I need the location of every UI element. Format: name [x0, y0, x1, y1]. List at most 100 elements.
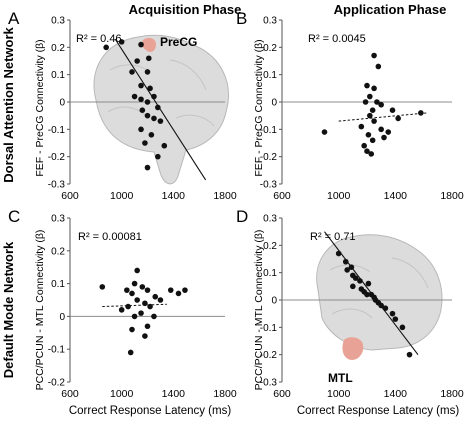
y-tick-label-a-6: 0.3: [51, 16, 65, 27]
brain-image-a: [93, 34, 229, 185]
data-point-b-21: [364, 148, 370, 154]
r2-label-a: R² = 0.46: [76, 33, 122, 45]
r2-label-b: R² = 0.0045: [308, 33, 366, 45]
panel-a-trendline-group: [114, 38, 207, 181]
y-tick-label-a-2: -0.1: [48, 125, 66, 136]
data-point-d-5: [357, 278, 363, 284]
x-tick-label-c-1: 1000: [110, 388, 134, 400]
data-point-a-13: [155, 104, 161, 111]
x-tick-label-c-0: 600: [61, 388, 79, 400]
data-point-c-18: [151, 313, 157, 320]
trendline-b: [338, 112, 427, 122]
y-tick-label-a-4: 0.1: [51, 70, 65, 81]
data-point-b-0: [371, 52, 377, 59]
data-point-b-7: [378, 101, 384, 108]
data-point-c-5: [144, 287, 151, 293]
panel-c-axes: [69, 218, 225, 382]
y-tick-label-b-5: 0.2: [263, 43, 277, 54]
trendline-a: [114, 38, 207, 181]
ylabel-b: FEF - PreCG Connectivity (β): [253, 39, 265, 176]
panel-letter-d: D: [236, 207, 248, 226]
x-tick-label-a-3: 1800: [213, 190, 237, 202]
data-point-d-20: [365, 280, 372, 287]
mtl-region: [342, 337, 364, 360]
data-point-c-4: [124, 287, 130, 293]
y-tick-label-c-0: -0.2: [48, 378, 66, 389]
brain-silhouette-a: [93, 34, 229, 185]
y-tick-label-b-1: -0.2: [260, 152, 278, 163]
panel-letter-c: C: [8, 207, 20, 226]
data-point-d-2: [344, 267, 350, 273]
data-point-a-10: [151, 93, 157, 100]
data-point-d-6: [350, 283, 356, 290]
data-point-a-23: [145, 55, 152, 62]
data-point-a-15: [151, 115, 157, 122]
data-point-b-13: [371, 118, 377, 124]
data-point-a-1: [118, 39, 125, 45]
xlabel-right: Correct Response Latency (ms): [297, 405, 460, 417]
panel-a-points: [103, 39, 168, 171]
ylabel-d: PCC/PCUN - MTL Connectivity (β): [253, 230, 265, 391]
x-tick-label-b-1: 1000: [327, 190, 351, 202]
data-point-b-10: [367, 112, 373, 119]
panel-b-ticks: -0.3 -0.2 -0.1 0 0.1 0.2 0.3 600 1000 1400 1800: [260, 16, 464, 203]
data-point-c-3: [99, 284, 106, 290]
panel-a-ticks: -0.3 -0.2 -0.1 0 0.1 0.2 0.3 600 1000 1400 1800: [48, 16, 237, 203]
data-point-a-19: [142, 140, 148, 146]
y-tick-label-a-0: -0.3: [48, 180, 66, 191]
y-tick-label-d-0: -0.3: [260, 378, 278, 389]
x-tick-label-d-3: 1800: [440, 388, 464, 400]
y-tick-label-b-6: 0.3: [263, 16, 277, 27]
data-point-b-23: [385, 129, 392, 135]
data-point-b-3: [371, 85, 377, 92]
data-point-b-14: [358, 123, 365, 130]
data-point-c-12: [142, 300, 148, 307]
region-label-precg: PreCG: [160, 35, 197, 49]
data-point-b-18: [381, 134, 387, 141]
data-point-d-4: [352, 275, 359, 281]
data-point-c-11: [134, 297, 140, 303]
y-tick-label-b-3: 0: [271, 98, 277, 109]
x-tick-label-b-2: 1400: [384, 190, 408, 202]
data-point-d-9: [364, 291, 370, 298]
panel-letter-b: B: [236, 9, 247, 28]
data-point-c-22: [127, 349, 134, 356]
data-point-a-3: [129, 69, 135, 75]
data-point-b-5: [362, 99, 369, 105]
r2-label-c: R² = 0.00081: [78, 231, 142, 243]
y-tick-label-c-4: 0.2: [51, 246, 65, 257]
x-tick-label-d-2: 1400: [384, 388, 408, 400]
data-point-b-15: [378, 126, 384, 133]
ylabel-a: FEF - PreCG Connectivity (β): [34, 39, 46, 176]
x-tick-label-a-2: 1400: [162, 190, 186, 202]
panel-c-trendline-group: [102, 303, 167, 308]
row-title-default: Default Mode Network: [1, 241, 16, 378]
panel-d-ticks: -0.3 -0.2 -0.1 0 0.1 0.2 0.3 600 1000 1400 1800: [260, 214, 464, 401]
panel-b-trendline-group: [338, 112, 427, 122]
data-point-c-17: [131, 313, 138, 320]
data-point-d-16: [389, 310, 396, 317]
data-point-d-21: [348, 264, 355, 271]
data-point-a-20: [161, 142, 168, 149]
data-point-d-19: [406, 351, 413, 358]
y-tick-label-c-2: 0: [59, 312, 65, 323]
y-tick-label-d-3: 0: [271, 296, 277, 307]
ylabel-c: PCC/PCUN - MTL Connectivity (β): [34, 230, 46, 391]
y-tick-label-c-5: 0.3: [51, 214, 65, 225]
panel-b: -0.3 -0.2 -0.1 0 0.1 0.2 0.3 600 1000 1400 1800 R²…: [260, 16, 464, 203]
col-title-acquisition: Acquisition Phase: [129, 2, 242, 17]
y-tick-label-c-3: 0.1: [51, 279, 65, 290]
brain-image-d: [316, 234, 443, 360]
panel-d-points: [335, 250, 413, 358]
data-point-d-18: [399, 324, 406, 331]
x-tick-label-c-3: 1800: [213, 388, 237, 400]
data-point-a-18: [148, 132, 155, 138]
data-point-b-6: [374, 99, 380, 105]
x-tick-label-d-1: 1000: [327, 388, 351, 400]
panel-d: -0.3 -0.2 -0.1 0 0.1 0.2 0.3 600 1000 1400 1800 R²…: [260, 214, 464, 401]
data-point-b-1: [375, 63, 382, 70]
data-point-d-17: [392, 316, 399, 322]
data-point-b-19: [369, 137, 376, 144]
data-point-b-22: [368, 151, 375, 157]
data-point-c-21: [142, 333, 148, 339]
